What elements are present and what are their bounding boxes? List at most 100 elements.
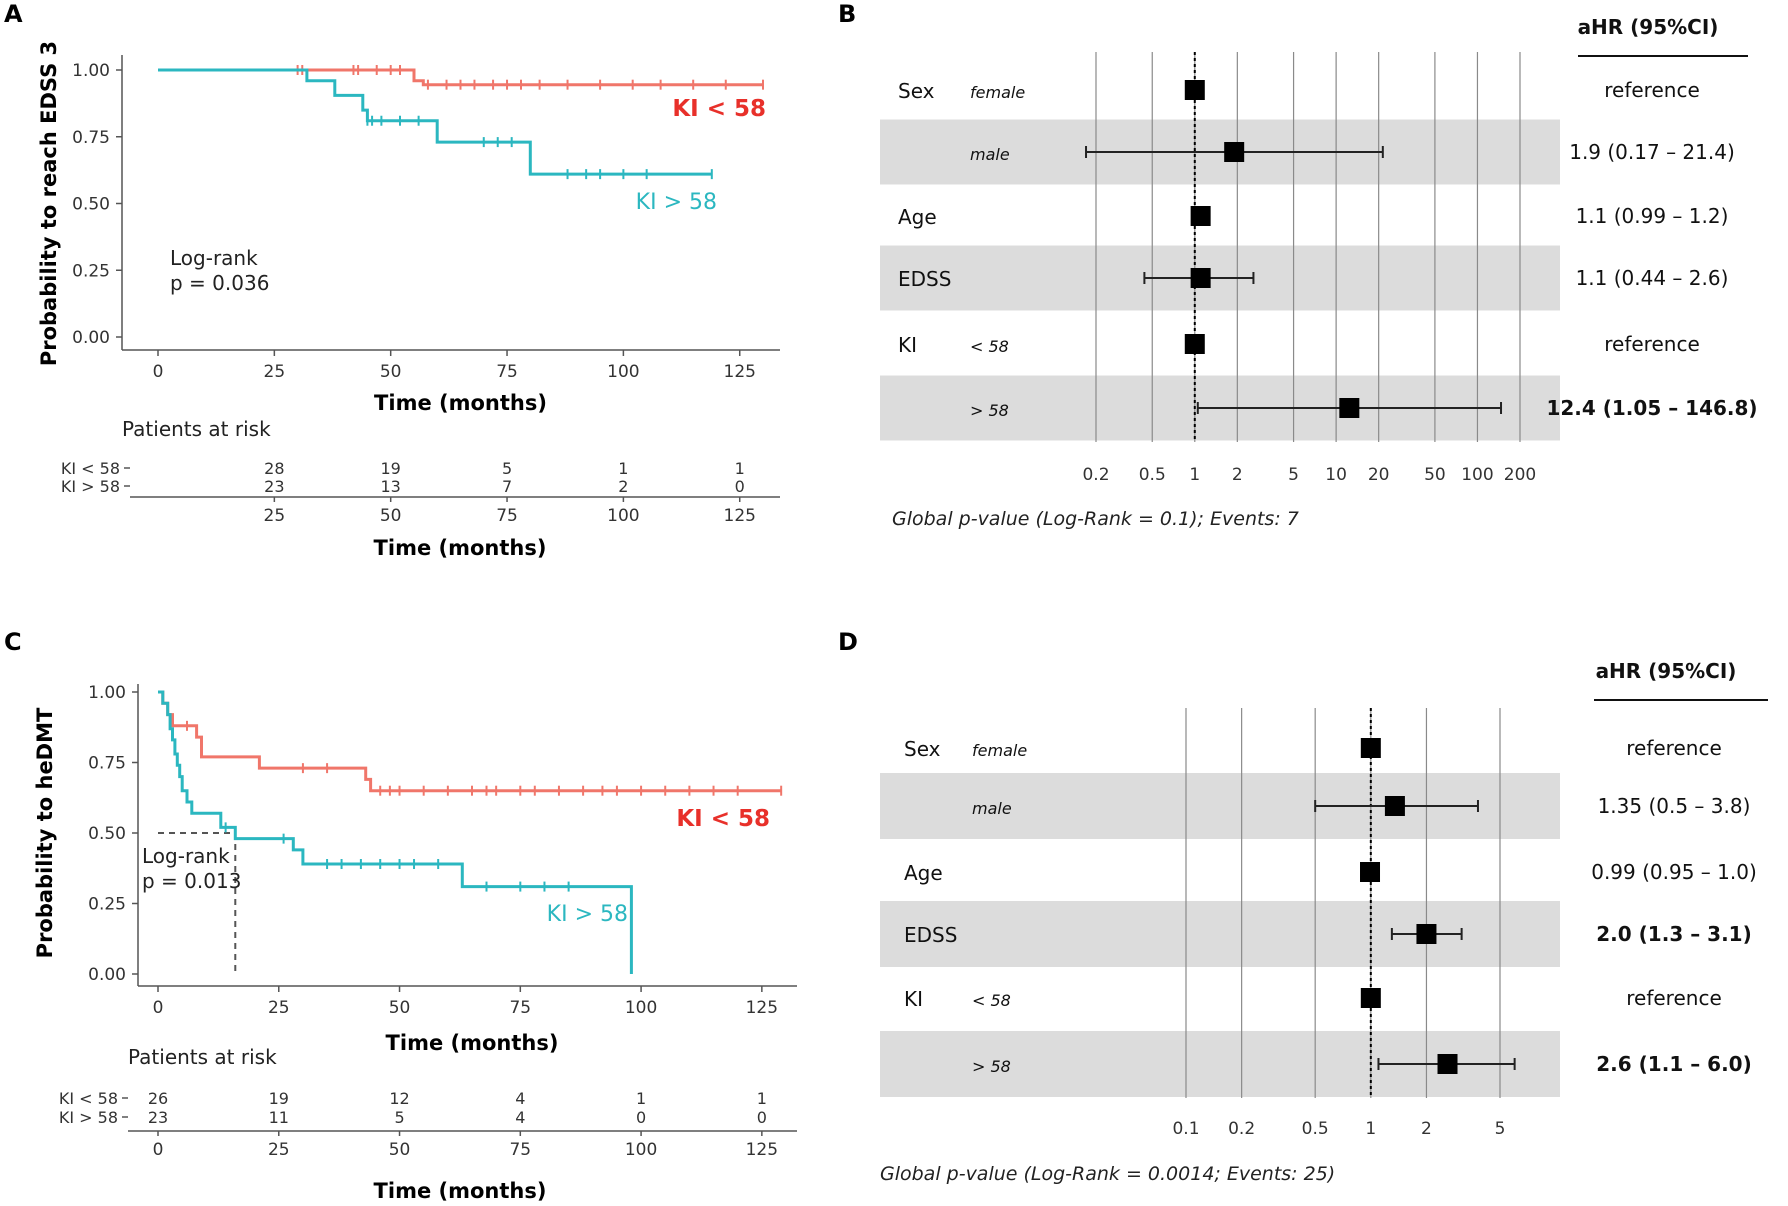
panel-a-risk-count: 0 (735, 477, 745, 496)
panel-c-risk-count: 26 (148, 1089, 168, 1108)
panel-a-risk-count: 28 (264, 459, 284, 478)
panel-d-level-label-female: female (972, 741, 1027, 760)
panel-b-level-label-female: female (970, 83, 1025, 102)
panel-a-curve-label-ki-gt-58: KI > 58 (636, 190, 717, 215)
panel-d-hr-point (1416, 924, 1437, 944)
panel-c-curve-label-ki-gt-58: KI > 58 (547, 902, 628, 927)
panel-a-risk-axis-label: 100 (607, 506, 639, 526)
panel-c-x-tick-label: 75 (509, 998, 531, 1018)
panel-b-hr-point (1339, 398, 1360, 418)
panel-d-x-tick-label: 2 (1421, 1119, 1432, 1139)
panel-c-y-tick-label: 0.50 (88, 824, 126, 844)
panel-d-hr-point (1360, 988, 1381, 1008)
panel-letter-c: C (4, 628, 22, 656)
panel-d-level-label-lt-58: < 58 (972, 991, 1011, 1010)
panel-d-forest-plot: 0.1 0.2 0.5 1 2 5 Sex female reference male 1.35 (… (880, 708, 1757, 1139)
panel-c-risk-count: 23 (148, 1108, 168, 1127)
panel-a-logrank-label: Log-rank (170, 246, 258, 270)
panel-c-risk-count: 12 (389, 1089, 409, 1108)
panel-a-x-tick-label: 100 (607, 362, 639, 382)
panel-c-risk-group-ki-lt-58: KI < 58 (59, 1089, 118, 1108)
panel-c-risk-count: 1 (757, 1089, 767, 1108)
panel-c-risk-count: 0 (757, 1108, 767, 1127)
panel-b-group-label-edss: EDSS (898, 267, 951, 291)
panel-d-hr-point (1384, 796, 1405, 816)
panel-b-hr-text: reference (1604, 78, 1700, 102)
panel-b-header: aHR (95%CI) (1578, 15, 1719, 39)
panel-b-hr-text: 1.9 (0.17 – 21.4) (1569, 140, 1735, 164)
panel-a-risk-title: Patients at risk (122, 417, 271, 441)
panel-a-curve-label-ki-lt-58: KI < 58 (672, 96, 766, 122)
panel-a-risk-group-ki-gt-58: KI > 58 (61, 477, 120, 496)
panel-c-curve-ki-lt-58 (158, 690, 782, 793)
panel-c-risk-axis-label: 100 (625, 1140, 657, 1160)
panel-b-x-tick-label: 5 (1288, 465, 1299, 485)
panel-d-hr-text: reference (1626, 736, 1722, 760)
panel-a-x-tick-label: 0 (153, 362, 164, 382)
panel-c-x-tick-label: 25 (268, 998, 290, 1018)
panel-a-risk-axis-label: 75 (496, 506, 518, 526)
panel-d-hr-text: 1.35 (0.5 – 3.8) (1598, 794, 1751, 818)
panel-letter-d: D (838, 628, 858, 656)
panel-d-header: aHR (95%CI) (1596, 659, 1737, 683)
panel-a-risk-xlabel: Time (months) (374, 536, 547, 560)
panel-a-risk-group-ki-lt-58: KI < 58 (61, 459, 120, 478)
panel-a-y-axis-title: Probability to reach EDSS 3 (37, 41, 61, 366)
panel-d-level-label-gt-58: > 58 (972, 1057, 1011, 1076)
panel-b-hr-point (1224, 142, 1245, 162)
panel-d-hr-text: 0.99 (0.95 – 1.0) (1591, 860, 1757, 884)
panel-c-x-tick-label: 0 (153, 998, 164, 1018)
panel-b-level-label-gt-58: > 58 (970, 401, 1009, 420)
panel-c-y-tick-label: 1.00 (88, 683, 126, 703)
panel-b-group-label-sex: Sex (898, 79, 935, 103)
panel-a-x-tick-label: 125 (724, 362, 756, 382)
panel-d-level-label-male: male (972, 799, 1012, 818)
panel-b-x-tick-label: 20 (1368, 465, 1390, 485)
panel-letter-a: A (4, 0, 23, 28)
panel-d-hr-text: reference (1626, 986, 1722, 1010)
panel-b-x-tick-label: 10 (1325, 465, 1347, 485)
panel-a-y-tick-label: 1.00 (72, 61, 110, 81)
panel-c-risk-axis-label: 75 (509, 1140, 531, 1160)
panel-b-hr-text: 12.4 (1.05 – 146.8) (1546, 396, 1757, 420)
panel-a-risk-count: 7 (502, 477, 512, 496)
panel-b-hr-text: reference (1604, 332, 1700, 356)
panel-d-x-tick-label: 5 (1495, 1119, 1506, 1139)
panel-c-risk-group-ki-gt-58: KI > 58 (59, 1108, 118, 1127)
panel-d-group-label-edss: EDSS (904, 923, 957, 947)
panel-d-hr-point (1360, 862, 1381, 882)
panel-d-group-label-sex: Sex (904, 737, 941, 761)
panel-c-x-tick-label: 125 (746, 998, 778, 1018)
panel-c-risk-axis-label: 25 (268, 1140, 290, 1160)
panel-b-group-label-age: Age (898, 205, 937, 229)
panel-b-hr-point (1190, 268, 1211, 288)
panel-a-y-tick-label: 0.25 (72, 261, 110, 281)
panel-a-risk-axis-label: 25 (264, 506, 286, 526)
panel-b-x-tick-label: 100 (1461, 465, 1493, 485)
panel-c-curve-label-ki-lt-58: KI < 58 (676, 806, 770, 832)
panel-b-x-tick-label: 2 (1232, 465, 1243, 485)
panel-c-x-tick-label: 50 (389, 998, 411, 1018)
panel-c-y-tick-label: 0.00 (88, 965, 126, 985)
panel-a-risk-axis-label: 50 (380, 506, 402, 526)
panel-a-curve-ki-lt-58 (158, 68, 763, 87)
panel-c-risk-axis-label: 50 (389, 1140, 411, 1160)
panel-b-hr-text: 1.1 (0.44 – 2.6) (1576, 266, 1729, 290)
panel-a-pvalue: p = 0.036 (170, 271, 269, 295)
panel-b-x-tick-label: 50 (1424, 465, 1446, 485)
panel-a-x-tick-label: 50 (380, 362, 402, 382)
panel-c-curve-ki-gt-58 (158, 690, 633, 974)
panel-d-x-tick-label: 0.2 (1228, 1119, 1255, 1139)
panel-a-y-tick-label: 0.75 (72, 128, 110, 148)
panel-b-x-tick-label: 1 (1189, 465, 1200, 485)
panel-a-risk-count: 23 (264, 477, 284, 496)
panel-b-hr-point (1184, 334, 1205, 354)
panel-b-x-tick-label: 0.2 (1082, 465, 1109, 485)
panel-a-y-tick-label: 0.00 (72, 328, 110, 348)
panel-c-pvalue: p = 0.013 (142, 869, 241, 893)
panel-c-risk-count: 19 (269, 1089, 289, 1108)
panel-d-hr-point (1437, 1054, 1458, 1074)
